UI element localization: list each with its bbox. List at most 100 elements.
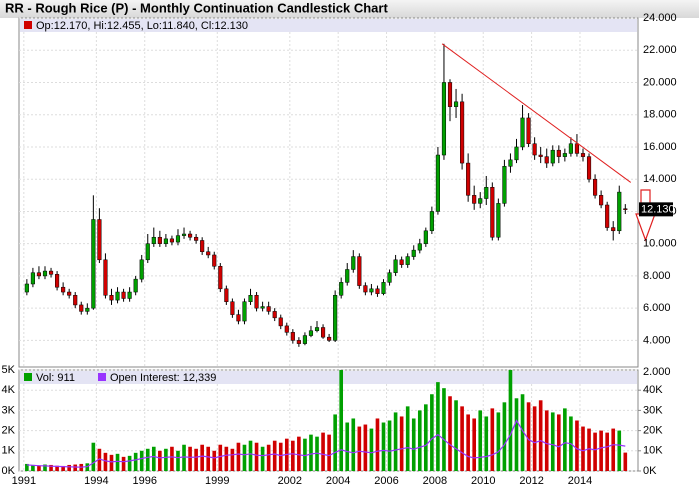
candle-body (574, 143, 580, 154)
candle-body (423, 230, 428, 244)
candle-body (357, 256, 362, 286)
volume-bar (532, 406, 537, 471)
candle-body (206, 251, 211, 256)
candle-body (532, 143, 537, 156)
volume-bar (315, 436, 319, 471)
y-tick-label: 18.000 (643, 109, 677, 121)
candle-body (230, 301, 235, 315)
candle-body (175, 235, 181, 243)
candle-body (593, 178, 598, 196)
volume-bar (544, 410, 549, 471)
candle-body (73, 295, 78, 306)
volume-bar (158, 450, 162, 471)
volume-bar (345, 422, 350, 471)
candle-body (369, 288, 374, 293)
candle-body (484, 187, 489, 199)
candle-body (200, 240, 205, 252)
x-tick-label: 1996 (132, 475, 156, 487)
candle-body (538, 154, 543, 157)
candle-body (435, 154, 440, 212)
candle-body (381, 282, 386, 294)
candle-body (61, 286, 66, 293)
volume-bar (436, 382, 440, 471)
candle-body (447, 82, 453, 107)
volume-bar (61, 465, 65, 471)
volume-bar (381, 422, 386, 471)
x-tick-label: 2006 (374, 475, 398, 487)
volume-bar (514, 398, 519, 471)
candle-body (327, 336, 332, 341)
volume-bar (139, 450, 144, 471)
volume-legend-bg (20, 371, 637, 384)
vol-tick-label: 2K (2, 425, 16, 437)
y2-tick-label: 0K (643, 465, 657, 477)
price-panel (18, 17, 639, 368)
vol-tick-label: 5K (2, 364, 16, 376)
candle-body (556, 149, 561, 157)
vol-tick-label: 0K (2, 465, 16, 477)
candle-body (85, 307, 90, 312)
volume-bar (31, 464, 35, 471)
volume-bar (67, 464, 71, 471)
candle-body (254, 295, 259, 309)
candle-body (526, 117, 531, 144)
volume-bar (375, 418, 380, 471)
volume-bar (97, 448, 102, 471)
volume-bar (550, 412, 555, 471)
volume-bar (454, 400, 458, 471)
candle-body (224, 288, 229, 302)
candle-body (617, 191, 622, 232)
chart-title: RR - Rough Rice (P) - Monthly Continuati… (5, 0, 388, 15)
legend-swatch (98, 373, 106, 381)
volume-bar (460, 406, 464, 471)
volume-bar (242, 444, 247, 471)
volume-bar (145, 448, 150, 471)
volume-bar (291, 440, 295, 471)
volume-bar (357, 426, 362, 471)
volume-legend: Vol: 911 (36, 372, 75, 384)
y-tick-label: 20.000 (643, 76, 677, 88)
candle-body (441, 82, 447, 156)
candle-body (599, 195, 604, 206)
volume-bar (490, 408, 495, 471)
y-tick-label: 8.000 (643, 270, 671, 282)
volume-bar (297, 436, 301, 471)
candle-body (115, 291, 120, 301)
volume-bar (520, 394, 525, 471)
candle-body (284, 325, 289, 333)
volume-bar (260, 446, 265, 471)
candle-body (387, 272, 392, 283)
candle-body (296, 340, 301, 344)
x-tick-label: 1999 (205, 475, 229, 487)
candle-body (266, 306, 271, 312)
volume-bar (164, 448, 168, 471)
volume-bar (37, 465, 41, 471)
candle-body (139, 259, 144, 280)
candle-body (308, 330, 314, 336)
candle-body (133, 278, 138, 293)
volume-bar (526, 402, 531, 471)
candle-body (103, 259, 108, 296)
volume-bar (339, 370, 344, 471)
candle-body (188, 233, 193, 238)
volume-bar (581, 426, 585, 471)
candle-body (290, 332, 295, 341)
candle-body (417, 243, 422, 251)
legend-swatch (24, 21, 32, 29)
x-tick-label: 2014 (568, 475, 592, 487)
volume-bar (333, 414, 337, 471)
candle-body (169, 238, 174, 243)
volume-bar (133, 452, 138, 471)
candle-body (242, 301, 247, 322)
volume-bar (387, 420, 392, 471)
volume-bar (194, 448, 198, 471)
volume-bar (103, 452, 108, 471)
candle-body (320, 327, 326, 338)
candle-body (212, 254, 217, 267)
candle-body (278, 317, 283, 327)
volume-bar (599, 430, 603, 471)
volume-bar (91, 442, 96, 471)
candle-body (97, 219, 102, 261)
candle-body (79, 304, 84, 312)
